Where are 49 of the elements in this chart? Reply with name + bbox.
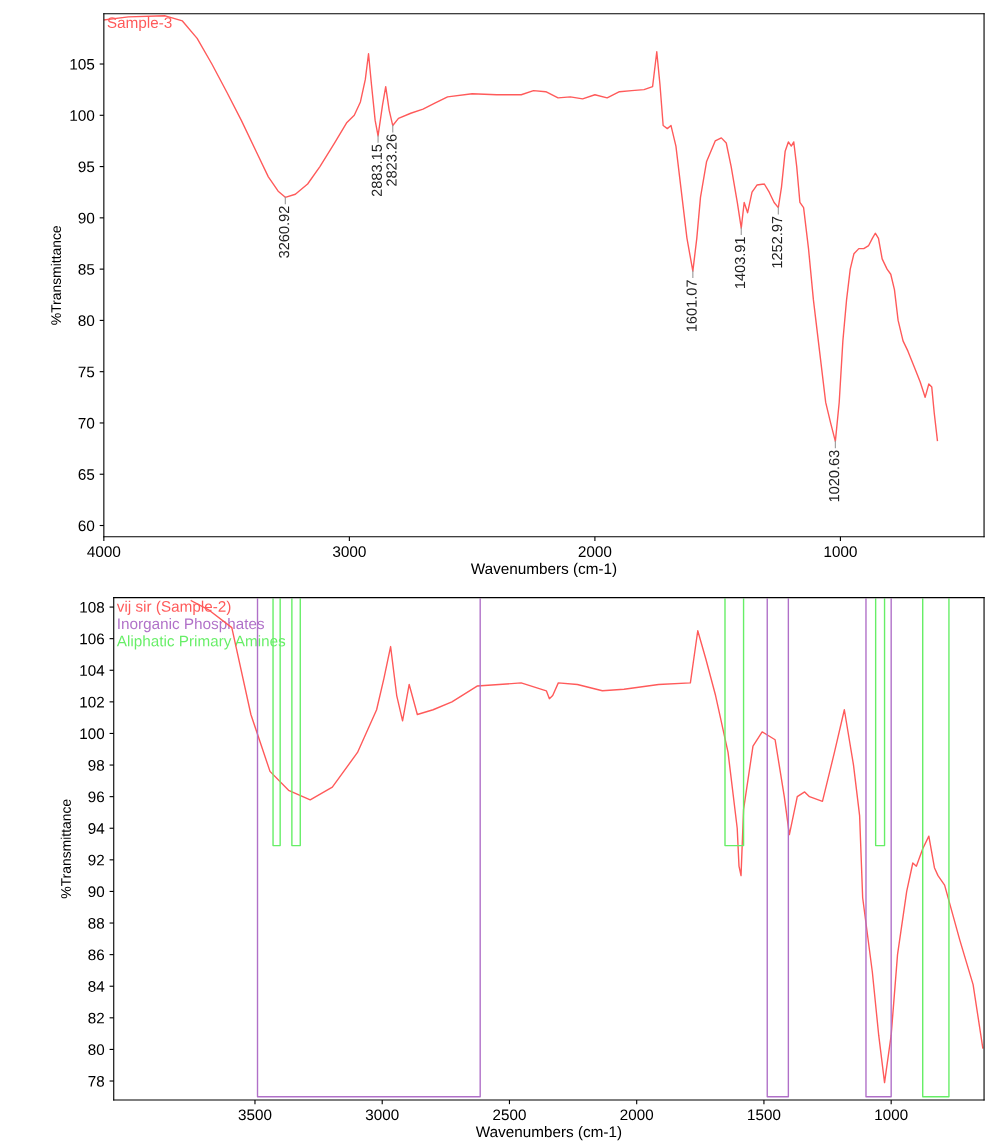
y-tick-label: 60 [78,520,95,532]
y-tick-label: 82 [88,1012,104,1024]
series-label: Sample-3 [107,16,172,32]
x-axis-title: Wavenumbers (cm-1) [470,562,617,578]
y-axis-title: %Transmittance [50,225,62,325]
y-tick-label: 80 [78,315,95,327]
x-tick-label: 1000 [824,546,857,558]
y-tick-label: 104 [80,665,105,676]
annotation: 1403.91 [734,237,746,289]
annotation: 2883.15 [371,144,382,197]
annotation: 3260.92 [278,206,290,258]
y-tick-label: 85 [78,263,95,275]
y-tick-label: 90 [78,212,95,224]
x-tick-label: 1000 [875,1109,908,1121]
y-tick-label: 90 [88,886,105,898]
y-tick-label: 102 [80,696,104,708]
y-tick-label: 80 [88,1044,105,1056]
y-tick-label: 75 [78,366,95,378]
y-tick-label: 100 [70,110,95,121]
y-tick-label: 100 [80,728,105,740]
y-tick-label: 92 [88,854,104,866]
y-tick-label: 96 [88,791,105,803]
y-tick-label: 106 [80,633,105,645]
x-tick-label: 3500 [238,1109,272,1121]
x-axis-title: Wavenumbers (cm-1) [475,1126,622,1141]
x-tick-label: 3000 [332,546,366,558]
annotation: 1601.07 [686,280,697,332]
y-tick-label: 86 [88,949,105,961]
x-tick-label: 1500 [748,1109,781,1121]
annotation: 1252.97 [771,216,783,268]
y-tick-label: 105 [70,58,95,70]
y-tick-label: 78 [88,1075,105,1087]
x-tick-label: 2500 [493,1109,526,1121]
x-tick-label: 3000 [365,1109,399,1121]
line-series [103,15,939,443]
y-tick-label: 95 [78,161,95,173]
y-tick-label: 84 [88,981,105,992]
x-tick-label: 2000 [578,546,612,558]
y-axis-title: %Transmittance [60,799,71,899]
y-tick-label: 65 [78,469,95,480]
x-tick-label: 4000 [87,546,121,558]
y-tick-label: 108 [80,601,105,613]
y-tick-label: 98 [88,759,105,771]
y-tick-label: 94 [88,823,105,834]
y-tick-label: 70 [78,417,95,429]
x-tick-label: 2000 [620,1109,654,1121]
annotation: 2823.26 [386,134,397,186]
y-tick-label: 88 [88,917,105,929]
annotation: 1020.63 [828,450,840,502]
